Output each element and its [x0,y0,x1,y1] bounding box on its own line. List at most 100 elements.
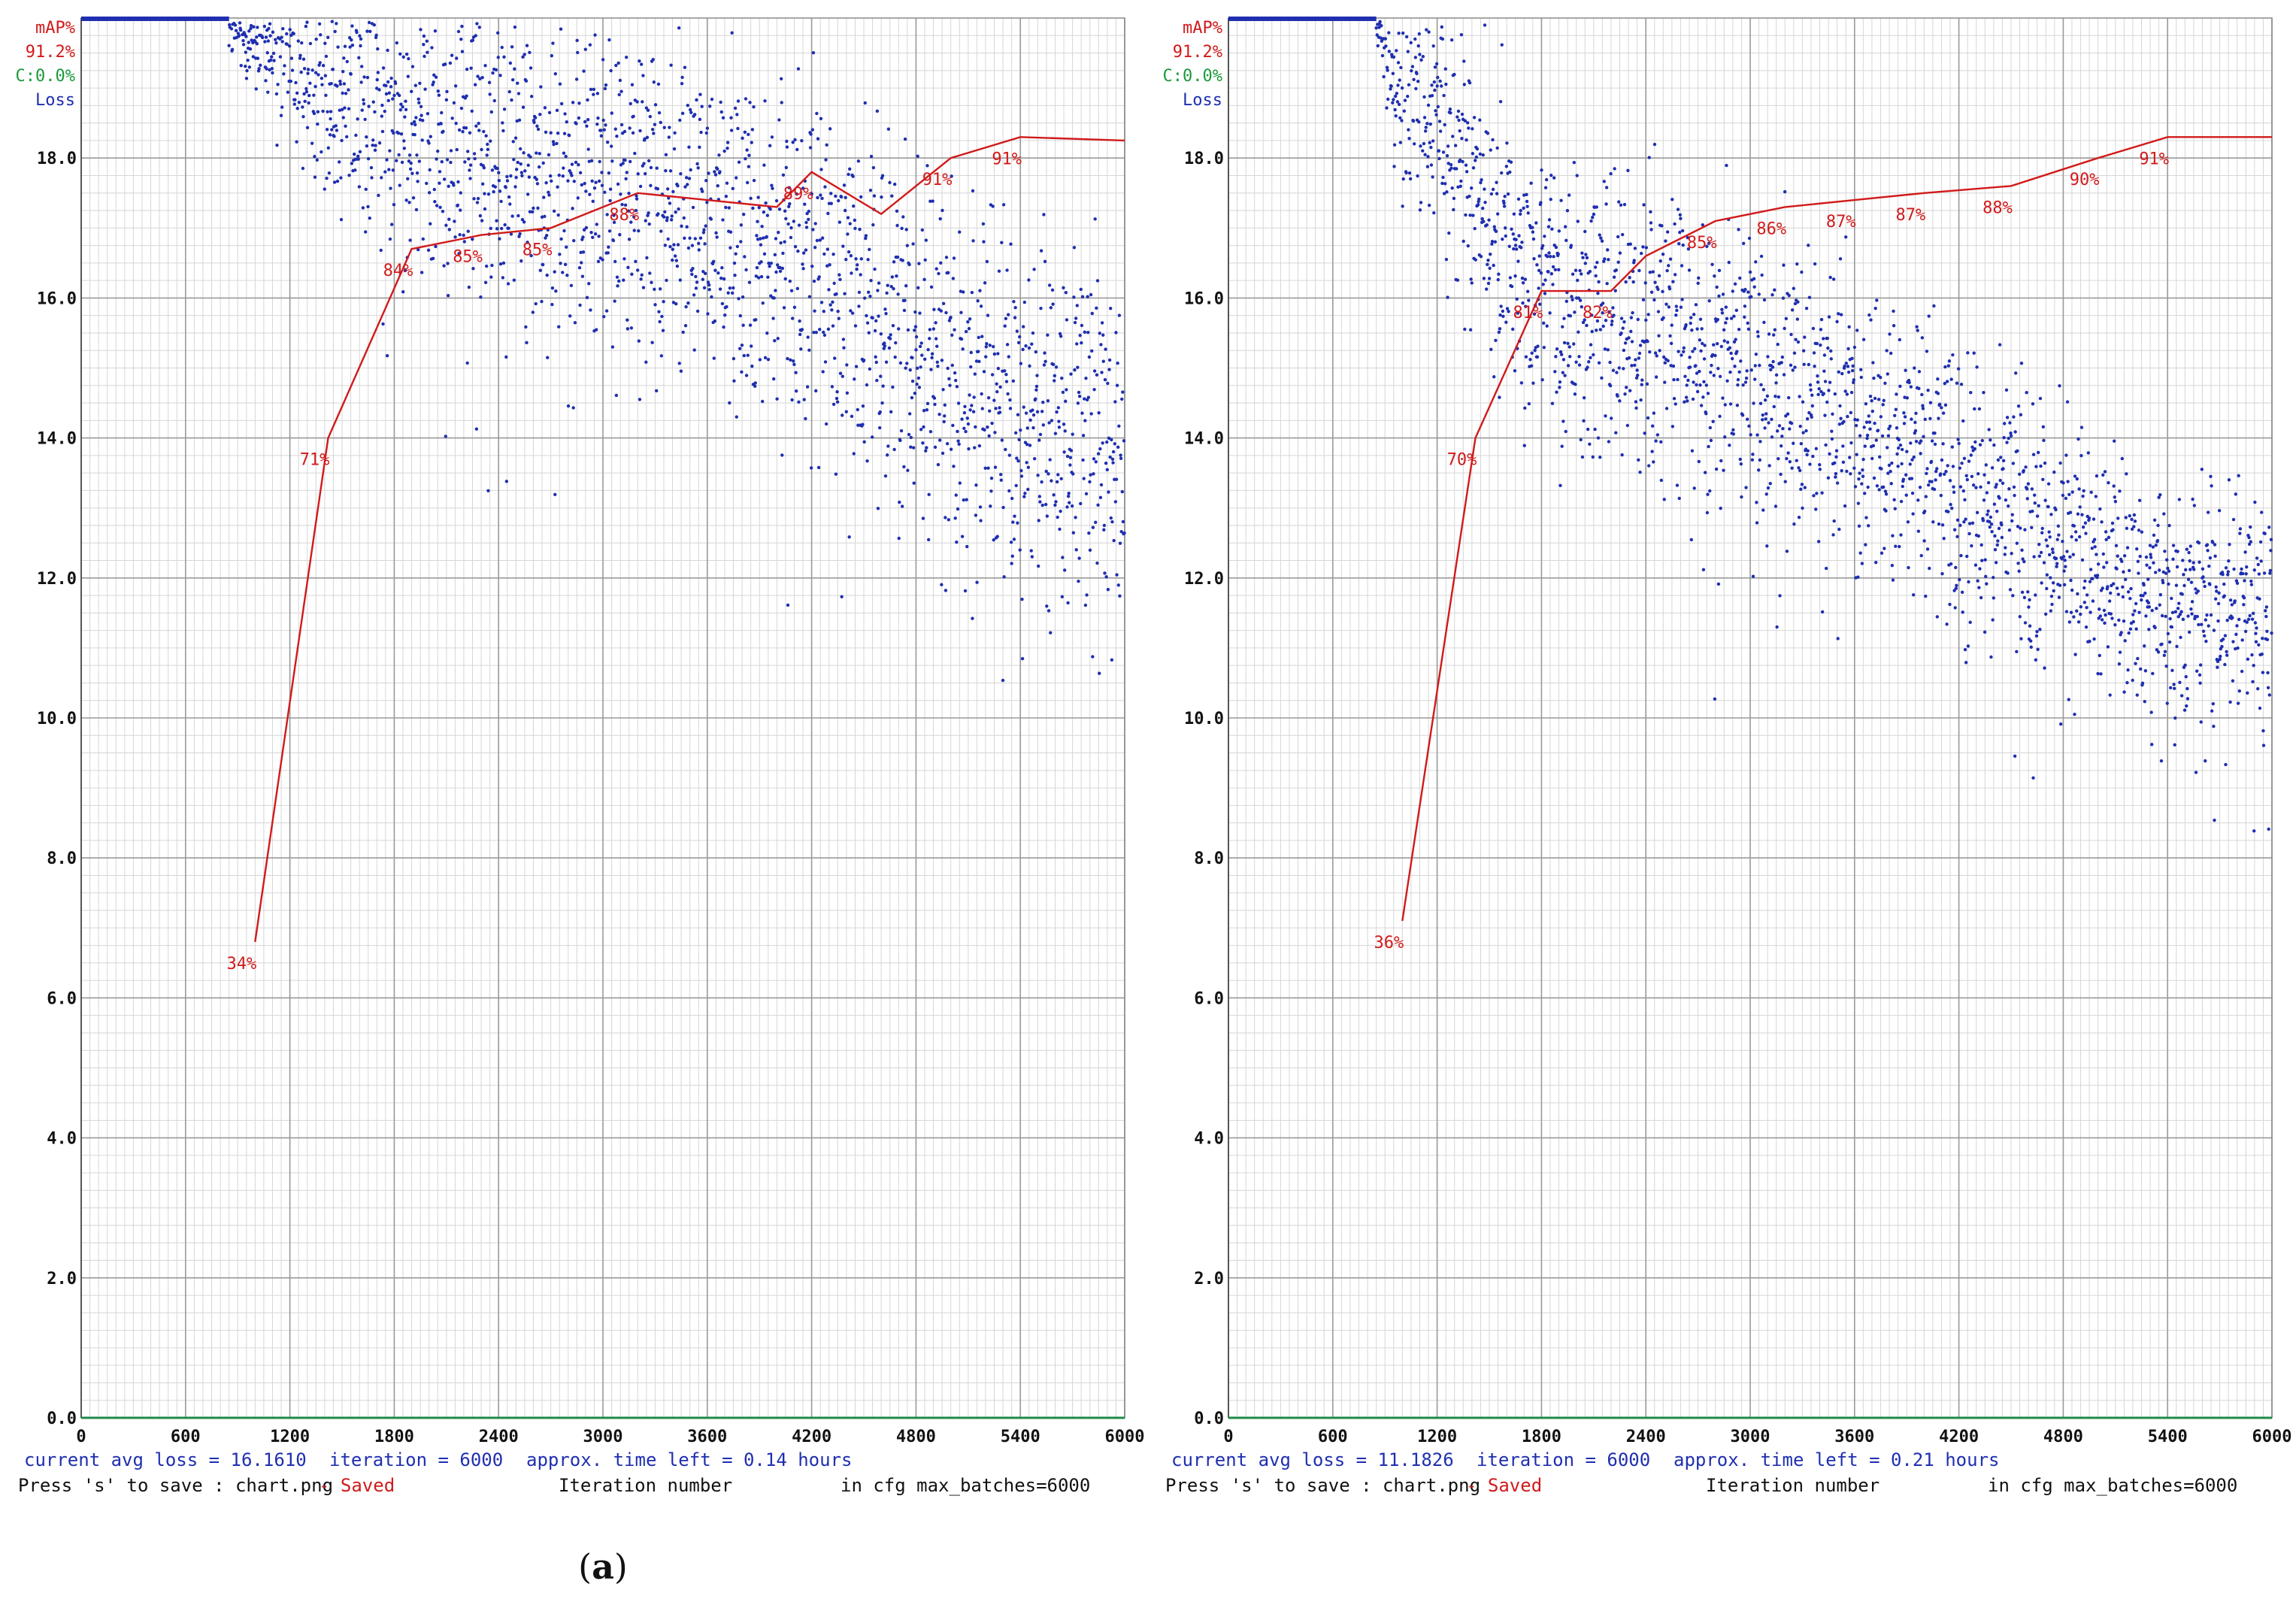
map-data-label: 91% [922,171,953,189]
loss-point [464,126,468,130]
loss-point [905,362,909,365]
map-data-label: 84% [383,262,413,280]
y-tick-label: 10.0 [37,710,77,728]
loss-point [1065,505,1069,509]
loss-point [1060,595,1065,598]
loss-point [2255,626,2258,630]
loss-point [2254,631,2258,635]
loss-point [1045,514,1050,518]
loss-point [1934,478,1937,482]
loss-point [2003,553,2007,556]
loss-point [2137,498,2142,502]
loss-point [1057,425,1062,429]
loss-point [1083,330,1086,335]
loss-point [1001,203,1006,207]
loss-point [1922,539,1926,543]
loss-point [271,71,274,75]
loss-point [2264,614,2268,619]
loss-point [2163,550,2167,553]
loss-point [939,261,943,265]
loss-point [2221,637,2225,641]
loss-point [916,376,921,380]
loss-point [2001,481,2005,486]
loss-point [1524,304,1528,308]
loss-point [1613,289,1617,292]
loss-point [466,150,470,153]
loss-point [1691,350,1695,353]
loss-point [266,39,271,43]
loss-point [626,265,630,270]
loss-point [695,309,700,313]
loss-point [507,89,511,94]
loss-point [970,290,974,295]
loss-point [2034,593,2037,597]
loss-point [1970,521,1975,525]
loss-point [301,115,305,119]
loss-point [1780,361,1783,365]
loss-point [1470,281,1474,285]
loss-point [1609,171,1613,176]
loss-point [644,360,648,364]
loss-point [504,480,509,483]
loss-point [847,535,851,539]
loss-point [687,177,692,180]
loss-point [475,201,480,204]
loss-point [2113,499,2118,504]
loss-point [1611,368,1616,372]
loss-point [1101,441,1104,445]
loss-point [2073,474,2077,478]
loss-point [372,23,377,27]
loss-point [974,359,979,363]
loss-point [319,33,323,37]
loss-point [1395,91,1399,95]
loss-point [1606,248,1610,252]
loss-point [1710,363,1713,368]
loss-point [313,175,317,179]
loss-point [2092,538,2097,541]
loss-point [1495,192,1499,195]
loss-point [958,230,962,234]
loss-point [746,353,750,357]
loss-point [1871,361,1875,365]
loss-point [2174,583,2179,587]
loss-point [1471,166,1476,170]
loss-point [1382,74,1386,79]
x-tick-label: 600 [1318,1428,1348,1446]
loss-point [2039,550,2043,555]
loss-point [1829,357,1834,361]
loss-point [807,295,812,298]
loss-point [471,238,474,241]
loss-point [377,141,382,145]
loss-point [468,177,472,180]
loss-point [268,34,272,38]
loss-point [879,332,883,336]
loss-point [2177,601,2181,605]
loss-point [595,223,598,226]
loss-point [2007,487,2011,491]
loss-point [1064,399,1068,403]
loss-point [955,385,959,389]
loss-point [1499,171,1504,175]
loss-point [1783,326,1786,331]
loss-point [586,118,590,122]
loss-point [2231,679,2235,683]
loss-point [1900,447,1904,452]
loss-point [716,271,720,275]
loss-point [517,235,521,238]
loss-point [1758,401,1763,405]
loss-point [2134,662,2137,665]
loss-point [2098,653,2101,658]
loss-point [2023,528,2027,531]
loss-point [752,105,756,109]
loss-point [1486,281,1491,286]
loss-point [2105,561,2109,565]
loss-point [1567,193,1571,197]
loss-point [2119,631,2123,634]
loss-point [799,347,803,351]
loss-point [1780,435,1784,438]
loss-point [1115,573,1119,577]
loss-point [968,393,971,397]
footer-iteration: iteration = 6000 [1477,1449,1650,1470]
loss-point [646,108,650,112]
loss-point [673,131,677,135]
